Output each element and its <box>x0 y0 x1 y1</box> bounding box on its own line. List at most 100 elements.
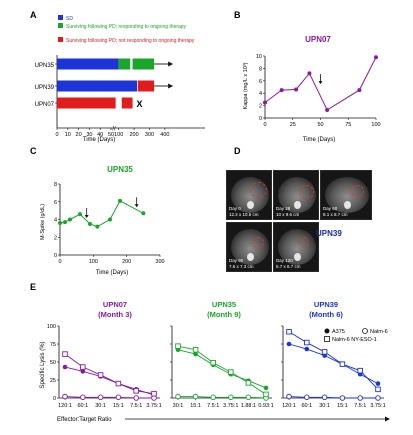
panel-e-series-line <box>288 396 378 399</box>
panel-a-bar-segment <box>57 97 116 109</box>
panel-b-xlabel: Time (Days) <box>303 137 335 143</box>
panel-e-title-upn39: UPN39 <box>314 300 338 309</box>
ct-scan-day-28: Day 28 10 x 9.6 cm <box>273 170 319 220</box>
panel-b-x-tick-label: 25 <box>290 122 296 128</box>
panel-e-point-nalm6-nyeso1 <box>375 386 381 393</box>
panel-e-x-tick-label: 60:1 <box>301 403 312 409</box>
legend-label-sd: SD <box>66 16 73 22</box>
panel-e-series-line <box>64 353 155 395</box>
panel-c-y-tick-label: 2 <box>54 235 57 241</box>
panel-e-x-tick-label: 3.75:1 <box>370 403 385 409</box>
panel-b-data-point <box>374 55 378 60</box>
panel-b-data-point <box>263 100 267 105</box>
panel-e-series-line <box>177 349 267 389</box>
panel-letter-a: A <box>30 10 37 20</box>
panel-e-series-line <box>64 366 155 396</box>
panel-c-data-point <box>118 198 122 203</box>
panel-e-series-line <box>288 343 379 384</box>
panel-c-chart: 0 2 4 6 8 0 100 200 300 <box>54 182 165 265</box>
panel-d-label: UPN39 <box>316 229 342 238</box>
ct-scan-day-120: Day 120 5.7 x 6.7 cm <box>273 222 319 272</box>
panel-b-data-point <box>307 71 312 76</box>
panel-e-title-upn07: UPN07 <box>103 300 127 309</box>
panel-e-point-nalm6 <box>115 394 122 401</box>
legend-swatch-sd <box>58 15 63 20</box>
panel-e-xlabel: Effector:Target Ratio <box>57 417 112 423</box>
ct-scan-day-90: Day 90 7.6 x 7.3 cm <box>226 222 272 272</box>
panel-e-x-tick-label: 7.5:1 <box>130 403 142 409</box>
panel-e-point-nalm6 <box>97 394 104 401</box>
panel-e-point-nalm6 <box>228 394 234 401</box>
panel-c-y-tick-label: 8 <box>54 182 57 188</box>
panel-c-data-point <box>108 217 112 222</box>
panel-a-bar-segment <box>132 58 155 70</box>
panel-c-data-point <box>58 221 62 226</box>
panel-e-x-tick-label: 30:1 <box>319 403 330 409</box>
legend-marker-nalm6-nyeso1 <box>324 336 330 342</box>
panel-c-data-point <box>141 211 146 216</box>
panel-e-point-a375 <box>286 341 292 347</box>
panel-c-data-point <box>95 224 100 229</box>
panel-e-point-a375 <box>80 369 86 374</box>
panel-b-infusion-arrowhead <box>318 81 323 85</box>
ct-scan-day-60: Day 60 8.1 x 8.7 cm <box>320 170 372 220</box>
panel-b-y-tick-label: 2 <box>259 104 262 110</box>
ct-size-label: 5.7 x 6.7 cm <box>276 264 301 269</box>
panel-letter-b: B <box>234 10 241 20</box>
panel-e-point-nalm6-nyeso1 <box>210 359 216 366</box>
panel-e-x-tick-label: 15:1 <box>337 403 348 409</box>
panel-c-data-point <box>63 220 67 225</box>
panel-e-x-tick-label: 30:1 <box>95 403 106 409</box>
panel-letter-d: D <box>234 146 241 156</box>
panel-e-point-nalm6 <box>375 395 381 401</box>
panel-e-x-tick-label: 60:1 <box>77 403 88 409</box>
panel-e-xlabel-arrowhead <box>385 416 390 422</box>
panel-b-y-tick-label: 0 <box>259 116 262 122</box>
panel-letter-c: C <box>30 146 37 156</box>
panel-e-y-tick-label: 50 <box>50 360 56 366</box>
panel-e-y-tick-label: 100 <box>47 324 56 330</box>
ct-scan-day-0: Day 0 12.2 x 10.6 cm <box>226 170 272 220</box>
panel-e-y-tick-label: 75 <box>50 342 56 348</box>
panel-a-ongoing-arrowhead <box>168 83 174 89</box>
panel-e-point-nalm6-nyeso1 <box>97 372 104 378</box>
panel-e-point-nalm6 <box>339 395 346 401</box>
panel-b-ylabel: Kappa (mg/L x 10³) <box>243 62 249 109</box>
panel-e-ylabel: Specific Lysis (%) <box>40 341 46 388</box>
panel-c-x-tick-label: 300 <box>155 259 164 265</box>
panel-b-x-tick-label: 100 <box>371 122 380 128</box>
panel-e-point-nalm6-nyeso1 <box>339 361 346 367</box>
panel-c-x-tick-label: 200 <box>122 259 131 265</box>
panel-a-row-label: UPN39 <box>35 85 55 91</box>
panel-e-legend: A375 Nalm-6 Nalm-6 NY-ESO-1 <box>324 328 388 343</box>
panel-e-point-nalm6-nyeso1 <box>304 339 310 346</box>
panel-e-point-nalm6 <box>304 394 310 401</box>
ct-size-label: 8.1 x 8.7 cm <box>323 212 348 217</box>
panel-e-y-tick-label: 25 <box>50 378 56 384</box>
panel-e-title-upn35: UPN35 <box>212 300 236 309</box>
panel-e-x-tick-label: 15:1 <box>113 403 124 409</box>
panel-b-x-tick-label: 50 <box>317 122 323 128</box>
panel-a-axis-break: // <box>112 127 116 133</box>
panel-a-legend: SD Surviving following PD; responding to… <box>58 15 195 44</box>
panel-e-point-nalm6-nyeso1 <box>192 347 199 353</box>
panel-a-x-tick-label: 100 <box>114 132 123 138</box>
panel-e-x-tick-label: 7.5:1 <box>207 403 219 409</box>
panel-letter-e: E <box>30 282 36 292</box>
panel-b-y-tick-label: 8 <box>259 66 262 72</box>
panel-e-x-tick-label: 30:1 <box>173 403 184 409</box>
panel-c-x-tick-label: 0 <box>58 259 61 265</box>
panel-e-chart: 0 25 50 75 100 120:1 60:1 30:1 15:1 7.5:1 3.75:1 30… <box>47 324 386 409</box>
panel-a-x-tick-label: 10 <box>65 132 71 138</box>
panel-a-bar-segment <box>118 58 131 70</box>
panel-a-bar-segment <box>137 80 155 92</box>
panel-e-point-nalm6 <box>357 395 363 401</box>
legend-label-nalm6: Nalm-6 <box>370 329 388 335</box>
panel-a-deceased-marker: X <box>137 99 143 109</box>
panel-a-x-tick-label: 20 <box>76 132 82 138</box>
panel-c-infusion-arrowhead <box>134 204 139 208</box>
panel-c-y-tick-label: 0 <box>54 253 57 259</box>
panel-e-point-nalm6 <box>175 393 181 400</box>
panel-e-point-nalm6 <box>210 394 216 401</box>
